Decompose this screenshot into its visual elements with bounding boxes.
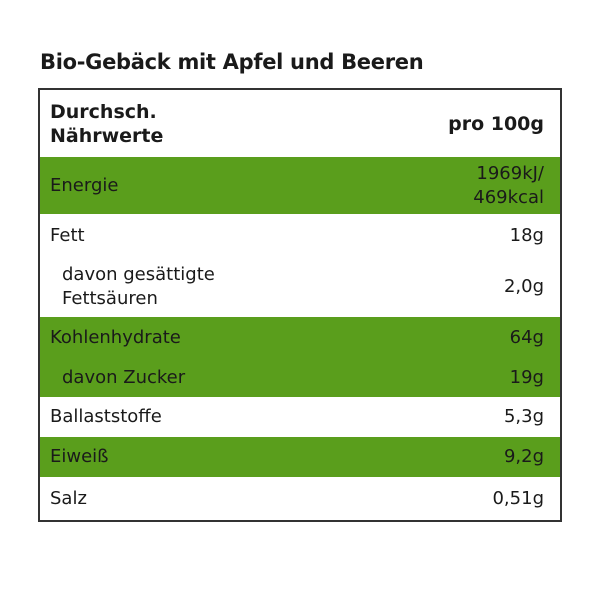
table-row-kohlenhydrate: Kohlenhydrate 64g	[40, 317, 560, 359]
table-row-salz: Salz 0,51g	[50, 487, 544, 509]
table-row-gesaettigte: davon gesättigte Fettsäuren 2,0g	[62, 264, 544, 309]
nutrition-table: Durchsch. Nährwerte pro 100g Energie 1969…	[38, 88, 562, 522]
product-title: Bio-Gebäck mit Apfel und Beeren	[40, 50, 424, 74]
table-row-ballaststoffe: Ballaststoffe 5,3g	[50, 406, 544, 427]
table-row-fett: Fett 18g	[50, 224, 544, 246]
header-value: pro 100g	[448, 112, 544, 135]
table-header: Durchsch. Nährwerte pro 100g	[40, 90, 560, 157]
header-label: Durchsch. Nährwerte	[50, 100, 164, 147]
table-row-energie: Energie 1969kJ/469kcal	[40, 157, 560, 214]
table-row-zucker: davon Zucker 19g	[40, 359, 560, 397]
table-row-eiweiss: Eiweiß 9,2g	[40, 437, 560, 477]
